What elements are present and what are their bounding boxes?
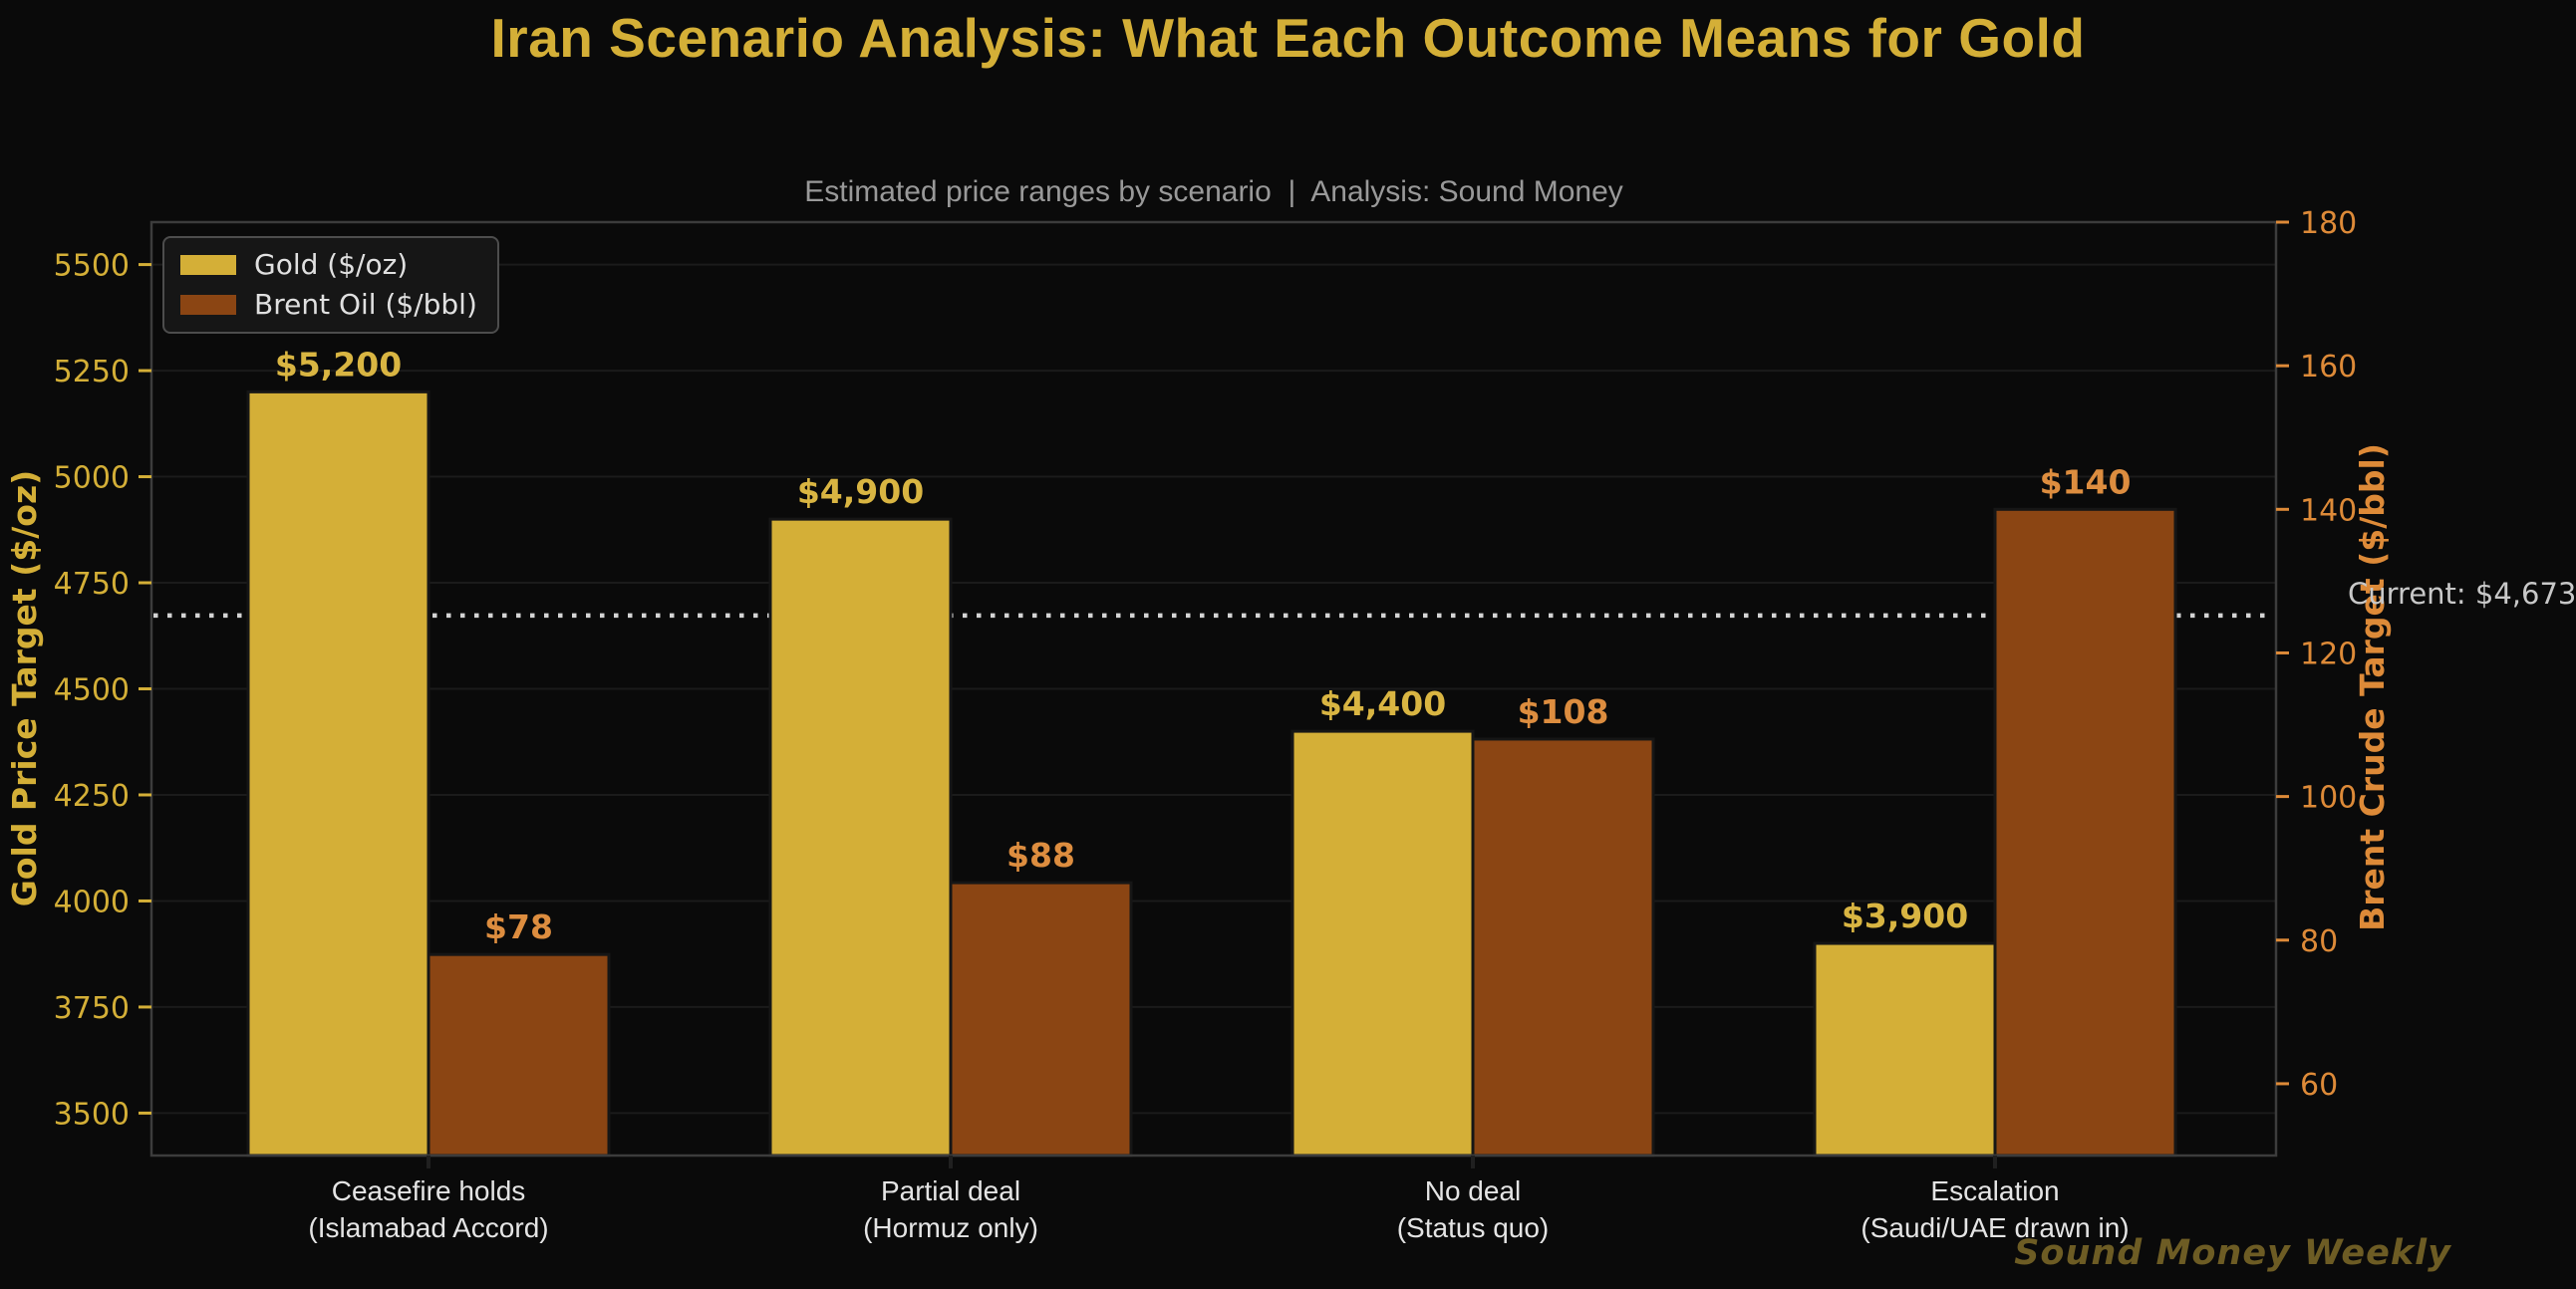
legend-item-gold: Gold ($/oz) xyxy=(180,250,477,280)
brent-bar xyxy=(1993,507,2177,1158)
gold-bar xyxy=(1290,729,1475,1158)
category-label-line2: (Status quo) xyxy=(1397,1212,1550,1243)
category-label-line1: Escalation xyxy=(1930,1175,2059,1206)
left-tick-label: 5000 xyxy=(54,461,130,496)
brent-bar xyxy=(1471,737,1655,1158)
left-tick-label: 4500 xyxy=(54,673,130,708)
chart-subtitle: Estimated price ranges by scenario | Ana… xyxy=(804,175,1623,208)
gold-value-label: $3,900 xyxy=(1842,897,1968,935)
brent-bar xyxy=(427,952,611,1158)
legend-item-brent: Brent Oil ($/bbl) xyxy=(180,290,477,320)
left-axis-title: Gold Price Target ($/oz) xyxy=(5,470,44,907)
brent-value-label: $108 xyxy=(1518,692,1609,731)
gold-value-label: $4,900 xyxy=(797,472,924,511)
gold-value-label: $5,200 xyxy=(275,345,402,384)
current-price-annotation: Current: $4,673 xyxy=(2348,577,2576,611)
gold-bar xyxy=(768,517,953,1158)
right-tick-label: 100 xyxy=(2300,781,2357,816)
category-label-line2: (Saudi/UAE drawn in) xyxy=(1860,1212,2129,1243)
brent-value-label: $140 xyxy=(2040,462,2132,501)
left-tick-label: 4000 xyxy=(54,885,130,919)
legend: Gold ($/oz) Brent Oil ($/bbl) xyxy=(162,236,499,334)
left-tick-label: 3750 xyxy=(54,991,130,1026)
left-tick-label: 4250 xyxy=(54,779,130,814)
gold-bar xyxy=(1813,941,1997,1158)
category-label-line1: Ceasefire holds xyxy=(332,1175,526,1206)
brent-value-label: $78 xyxy=(484,907,553,946)
gold-bar xyxy=(246,389,430,1158)
right-axis-title: Brent Crude Target ($/bbl) xyxy=(2353,443,2392,931)
gold-value-label: $4,400 xyxy=(1319,684,1446,723)
category-label-line1: Partial deal xyxy=(881,1175,1020,1206)
legend-label-brent: Brent Oil ($/bbl) xyxy=(254,288,477,321)
brent-value-label: $88 xyxy=(1006,836,1075,875)
brent-swatch-icon xyxy=(180,295,236,315)
right-tick-label: 80 xyxy=(2300,924,2338,959)
right-tick-label: 140 xyxy=(2300,493,2357,528)
chart-title: Iran Scenario Analysis: What Each Outcom… xyxy=(490,7,2086,69)
brent-bar xyxy=(949,881,1133,1158)
left-tick-label: 5500 xyxy=(54,249,130,284)
category-label-line2: (Hormuz only) xyxy=(863,1212,1038,1243)
watermark: Sound Money Weekly xyxy=(2014,1233,2451,1273)
gold-swatch-icon xyxy=(180,255,236,275)
category-label-line2: (Islamabad Accord) xyxy=(308,1212,548,1243)
left-tick-label: 3500 xyxy=(54,1097,130,1132)
right-tick-label: 60 xyxy=(2300,1068,2338,1103)
left-tick-label: 4750 xyxy=(54,567,130,602)
right-tick-label: 160 xyxy=(2300,350,2357,385)
left-tick-label: 5250 xyxy=(54,355,130,389)
legend-label-gold: Gold ($/oz) xyxy=(254,248,409,281)
right-tick-label: 180 xyxy=(2300,206,2357,241)
category-label-line1: No deal xyxy=(1425,1175,1522,1206)
right-tick-label: 120 xyxy=(2300,637,2357,671)
